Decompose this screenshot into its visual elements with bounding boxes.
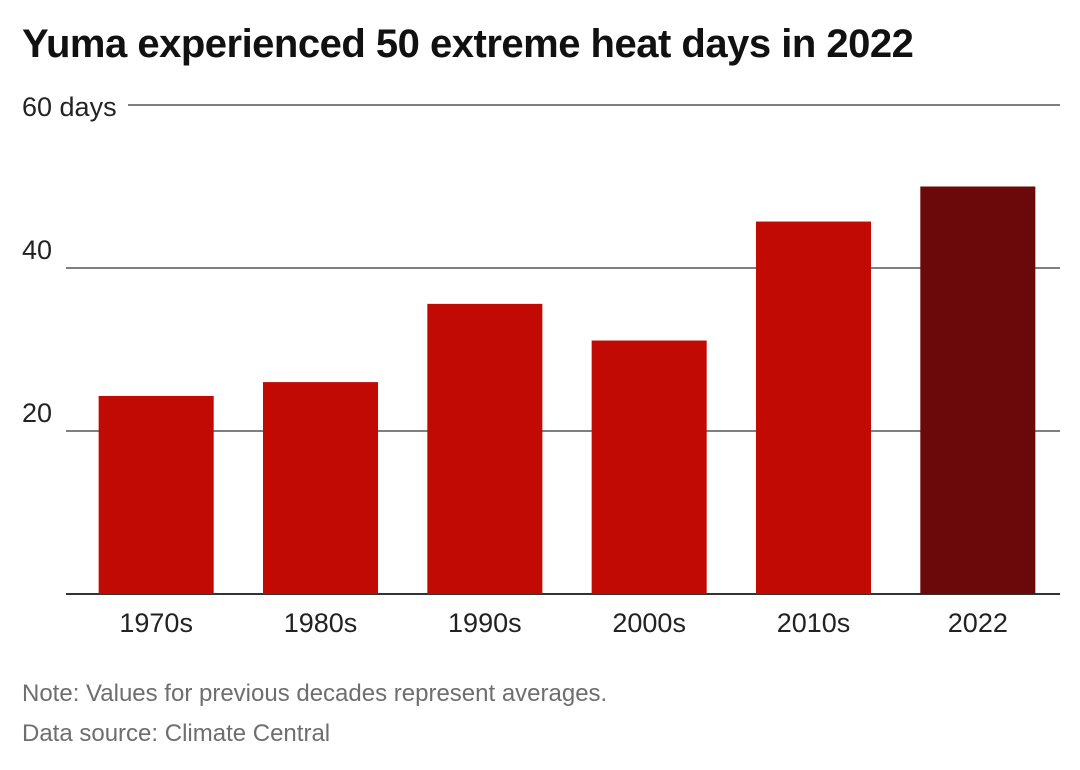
data-source: Data source: Climate Central bbox=[22, 720, 331, 747]
x-tick-label-2000s: 2000s bbox=[612, 608, 686, 638]
x-tick-label-1990s: 1990s bbox=[448, 608, 522, 638]
bar-2000s bbox=[591, 340, 707, 594]
chart-title: Yuma experienced 50 extreme heat days in… bbox=[22, 22, 914, 66]
bar-1990s bbox=[427, 303, 543, 594]
axis-labels: 20 40 60 days 1970s 1980s 1990s 2000s 2010s 2022 bbox=[22, 92, 1008, 638]
x-tick-label-1980s: 1980s bbox=[284, 608, 358, 638]
bar-1970s bbox=[98, 395, 214, 594]
x-tick-label-2022: 2022 bbox=[948, 608, 1008, 638]
x-tick-label-2010s: 2010s bbox=[777, 608, 851, 638]
y-tick-label-40: 40 bbox=[22, 235, 52, 265]
y-tick-label-60: 60 days bbox=[22, 92, 117, 122]
bar-2010s bbox=[755, 221, 872, 595]
chart-note: Note: Values for previous decades repres… bbox=[22, 680, 608, 707]
bar-1980s bbox=[262, 382, 379, 594]
gridlines bbox=[66, 104, 1060, 595]
bar-chart: 20 40 60 days 1970s 1980s 1990s 2000s 2010s 2022 bbox=[22, 92, 1060, 638]
bar-2022 bbox=[920, 186, 1036, 594]
y-tick-label-20: 20 bbox=[22, 398, 52, 428]
bars bbox=[98, 186, 1036, 595]
x-tick-label-1970s: 1970s bbox=[119, 608, 193, 638]
